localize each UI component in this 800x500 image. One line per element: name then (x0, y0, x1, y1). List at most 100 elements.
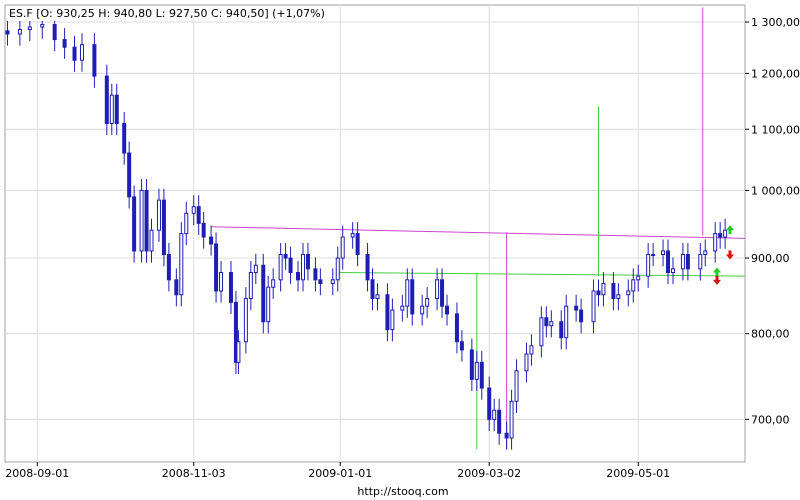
candle-body (335, 257, 340, 281)
candle (646, 243, 651, 288)
candle (420, 294, 425, 326)
candle (497, 398, 502, 445)
candle-body (214, 243, 219, 292)
candle-body (350, 233, 355, 238)
candle (375, 283, 380, 311)
candle (109, 83, 114, 136)
candle (529, 334, 534, 366)
y-tick-label: 1 200,00 (751, 67, 800, 80)
candle-body (474, 361, 479, 380)
grid-lines (5, 5, 745, 462)
candle-body (174, 279, 179, 296)
candle (661, 239, 666, 267)
candle-body (492, 409, 497, 420)
candle (127, 141, 132, 209)
signal-arrows (713, 225, 734, 285)
candle-body (127, 152, 132, 198)
candle (161, 188, 166, 267)
candle (492, 398, 497, 432)
candle-body (425, 298, 430, 307)
candle (330, 268, 335, 296)
candle (703, 239, 708, 267)
candle (271, 268, 276, 299)
candle-body (266, 286, 271, 323)
candle (405, 268, 410, 318)
candle (509, 389, 514, 450)
candle-body (400, 305, 405, 311)
candle (340, 225, 345, 270)
candle-body (666, 250, 671, 273)
candle-body (5, 30, 10, 35)
candle (539, 306, 544, 358)
candle-body (109, 94, 114, 124)
candle (514, 359, 519, 413)
candle (524, 342, 529, 383)
candle-body (271, 279, 276, 288)
candle (132, 185, 137, 263)
candle (713, 222, 718, 263)
candle-body (631, 279, 636, 292)
candle-body (723, 229, 728, 238)
candle-body (611, 283, 616, 300)
candle-body (278, 254, 283, 281)
candle (149, 218, 154, 263)
candle (544, 306, 549, 338)
candle-body (440, 279, 445, 307)
candle-body (435, 279, 440, 300)
candle-body (52, 24, 57, 41)
candle (318, 268, 323, 296)
candle-body (72, 46, 77, 61)
candle (666, 239, 671, 285)
candle (596, 279, 601, 307)
candle-body (305, 254, 310, 270)
candle (296, 261, 301, 292)
candle-body (104, 75, 109, 124)
candle (651, 243, 656, 267)
support-line (337, 271, 746, 277)
candle-body (487, 387, 492, 420)
candle-body (179, 233, 184, 296)
candle (440, 268, 445, 318)
candle (209, 225, 214, 256)
candle-body (122, 122, 127, 154)
source-link[interactable]: http://stooq.com (357, 485, 448, 498)
candle-body (616, 294, 621, 300)
candle (219, 261, 224, 303)
y-tick-label: 1 000,00 (751, 184, 800, 197)
candle (92, 33, 97, 88)
y-tick-label: 1 300,00 (751, 16, 800, 29)
candle-body (248, 271, 253, 300)
candle (410, 268, 415, 326)
candle (166, 243, 171, 292)
candle-body (713, 233, 718, 252)
x-tick-label: 2008-11-03 (162, 467, 226, 480)
candle-body (209, 236, 214, 245)
candle-body (191, 206, 196, 214)
candle-body (161, 199, 166, 256)
candle (616, 283, 621, 311)
candle-body (539, 317, 544, 347)
x-tick-label: 2009-03-02 (457, 467, 521, 480)
candle-body (166, 254, 171, 281)
candle (365, 243, 370, 292)
candle-body (149, 229, 154, 252)
candle (184, 201, 189, 246)
candle (278, 243, 283, 292)
candle-body (196, 206, 201, 224)
candle (579, 298, 584, 334)
candle (549, 310, 554, 338)
candle-body (201, 222, 206, 238)
candle (5, 19, 10, 46)
candle-body (139, 189, 144, 252)
candle (288, 246, 293, 285)
candle-body (549, 321, 554, 327)
candle-body (680, 254, 685, 270)
candle-body (703, 250, 708, 256)
candle-body (370, 279, 375, 300)
candle-body (236, 341, 241, 363)
chart-header: ES.F [O: 930,25 H: 940,80 L: 927,50 C: 9… (9, 7, 325, 20)
candle-body (661, 250, 666, 256)
candle-body (365, 254, 370, 281)
candle-body (718, 233, 723, 238)
candle-body (504, 432, 509, 439)
